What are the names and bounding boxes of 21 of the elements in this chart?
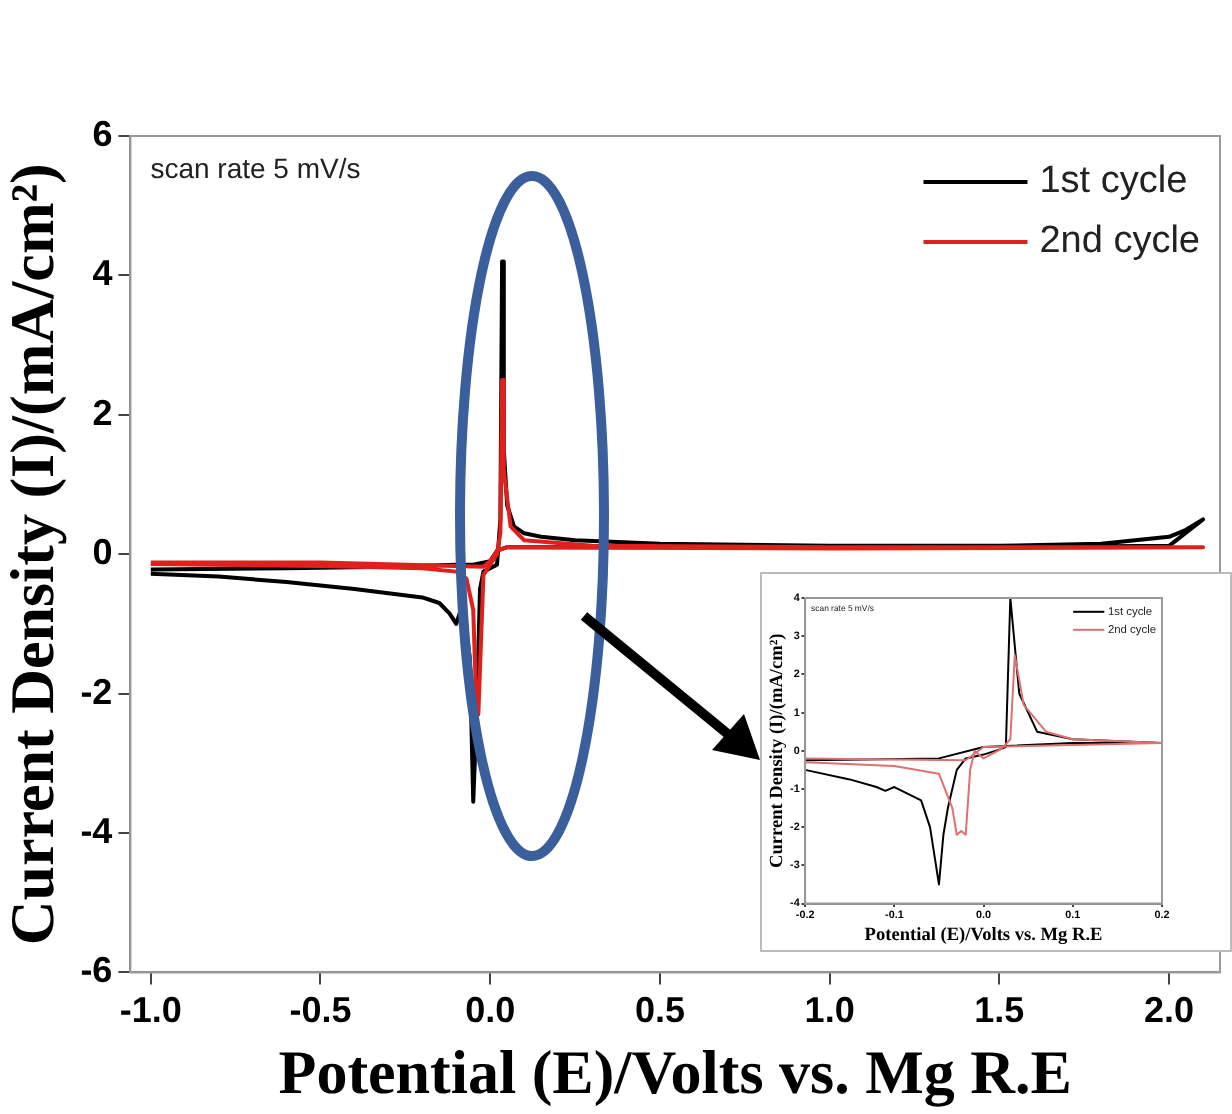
y-tick-label: 2 — [92, 392, 113, 433]
x-tick-label: 1.0 — [804, 989, 855, 1030]
y-axis-title: Current Density (I)/(mA/cm²) — [0, 163, 68, 946]
x-tick-label: 0.5 — [634, 989, 685, 1030]
y-axis-title: Current Density (I)/(mA/cm²) — [767, 633, 788, 869]
y-tick-label: -2 — [80, 671, 113, 712]
x-axis-title: Potential (E)/Volts vs. Mg R.E — [864, 925, 1103, 946]
x-tick-label: -1.0 — [119, 989, 182, 1030]
legend-label: 2nd cycle — [1039, 220, 1201, 263]
y-tick-label: 4 — [92, 253, 113, 294]
x-tick-label: -0.5 — [289, 989, 352, 1030]
x-tick-label: 0.0 — [465, 989, 516, 1030]
annotation: scan rate 5 mV/s — [150, 151, 361, 184]
x-axis-title: Potential (E)/Volts vs. Mg R.E — [278, 1036, 1072, 1107]
x-tick-label: 1.5 — [974, 989, 1025, 1030]
y-tick-label: 6 — [92, 113, 113, 154]
y-tick-label: 0 — [92, 532, 113, 573]
y-tick-label: -4 — [80, 810, 113, 851]
y-tick-label: -6 — [80, 950, 113, 991]
legend-label: 1st cycle — [1039, 160, 1188, 203]
x-tick-label: 2.0 — [1144, 989, 1195, 1030]
